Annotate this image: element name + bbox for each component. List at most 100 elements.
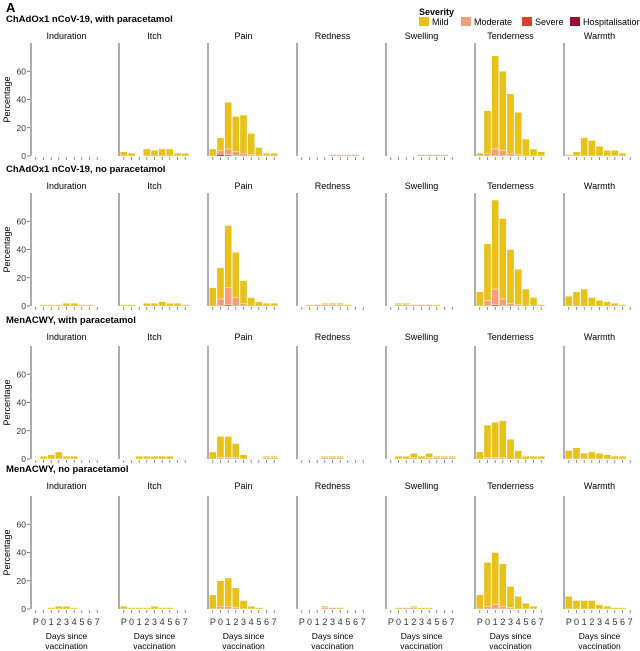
- bar-mild: [232, 252, 240, 298]
- bar-mild: [321, 455, 329, 458]
- group-1: ChAdOx1 nCoV-19, with paracetamol Percent…: [2, 14, 631, 161]
- panel-swelling: Swelling: [385, 332, 456, 463]
- y-tick-label: 20: [17, 426, 27, 436]
- bar-moderate: [336, 457, 344, 460]
- x-axis-label-line-2: vaccination: [489, 641, 532, 651]
- bar-moderate: [514, 304, 522, 307]
- bar-mild: [55, 605, 63, 610]
- bar-moderate: [239, 302, 248, 307]
- bar-mild: [62, 302, 71, 307]
- bar-mild: [440, 455, 449, 458]
- bar-mild: [173, 302, 182, 307]
- bar-mild: [580, 453, 588, 460]
- y-tick-label: 0: [21, 604, 26, 614]
- bar-mild: [595, 453, 604, 460]
- panel-pain: Pain: [207, 332, 278, 463]
- symptom-title: Itch: [147, 481, 162, 491]
- bar-moderate: [344, 154, 352, 157]
- x-tick-label: 7: [183, 617, 188, 627]
- x-tick-label: P: [210, 617, 216, 627]
- bar-mild: [572, 151, 581, 157]
- bar-mild: [39, 455, 48, 460]
- bar-mild: [580, 288, 588, 307]
- bar-mild: [572, 291, 581, 307]
- x-tick-label: 6: [87, 617, 92, 627]
- legend-swatch-hospitalisation: [570, 17, 580, 26]
- symptom-title: Swelling: [405, 481, 439, 491]
- bar-mild: [522, 288, 530, 307]
- bar-mild: [143, 607, 151, 610]
- symptom-title: Induration: [46, 181, 86, 191]
- symptom-title: Warmth: [584, 31, 615, 41]
- legend-label-mild: Mild: [432, 17, 449, 27]
- bar-mild: [78, 304, 86, 307]
- bar-mild: [173, 152, 182, 157]
- bar-mild: [514, 596, 522, 610]
- x-tick-label: 3: [241, 617, 246, 627]
- bar-mild: [618, 152, 627, 157]
- bar-moderate: [425, 154, 433, 157]
- bar-mild: [499, 71, 507, 151]
- panel-itch: Itch: [118, 181, 189, 310]
- bar-moderate: [425, 457, 433, 460]
- bar-mild: [572, 447, 581, 460]
- bar-moderate: [328, 607, 337, 610]
- bar-mild: [588, 600, 596, 610]
- bar-mild: [166, 148, 174, 157]
- bar-mild: [255, 147, 263, 157]
- bar-mild: [506, 439, 515, 460]
- x-tick-label: 2: [56, 617, 61, 627]
- bar-mild: [143, 302, 151, 307]
- bar-moderate: [232, 457, 240, 460]
- legend: Severity Mild Moderate Severe Hospitalisati…: [419, 7, 640, 27]
- bar-moderate: [483, 605, 492, 610]
- y-tick-label: 20: [17, 576, 27, 586]
- bar-moderate: [499, 605, 507, 610]
- x-tick-label: 3: [152, 617, 157, 627]
- bar-moderate: [440, 154, 449, 157]
- bar-mild: [158, 455, 166, 460]
- x-tick-label: 7: [628, 617, 633, 627]
- x-tick-label: 2: [144, 617, 149, 627]
- panel-redness: Redness: [296, 332, 364, 463]
- bar-moderate: [483, 152, 492, 157]
- bar-mild: [85, 304, 94, 307]
- bar-mild: [120, 605, 128, 610]
- bar-moderate: [433, 154, 441, 157]
- bar-mild: [611, 302, 619, 307]
- group-title: ChAdOx1 nCoV-19, with paracetamol: [6, 14, 173, 25]
- x-tick-label: 4: [338, 617, 343, 627]
- x-axis-label-line-1: Days since: [490, 631, 532, 641]
- bar-moderate: [514, 154, 522, 157]
- x-axis-label-line-2: vaccination: [222, 641, 265, 651]
- x-tick-label: 5: [434, 617, 439, 627]
- bar-mild: [62, 455, 71, 460]
- bar-mild: [499, 218, 507, 300]
- y-axis-label: Percentage: [2, 379, 12, 425]
- bar-mild: [262, 152, 271, 157]
- panel-warmth: Warmth: [563, 31, 631, 160]
- bar-moderate: [224, 287, 232, 305]
- bar-mild: [476, 152, 484, 157]
- panel-tenderness: Tenderness: [474, 31, 545, 160]
- symptom-title: Itch: [147, 31, 162, 41]
- bar-moderate: [433, 457, 441, 460]
- bar-mild: [611, 455, 619, 460]
- bar-mild: [565, 450, 573, 460]
- bar-mild: [572, 600, 581, 610]
- bar-moderate: [499, 298, 507, 307]
- bar-mild: [216, 436, 225, 458]
- bar-mild: [506, 93, 515, 154]
- bar-mild: [417, 607, 426, 610]
- bar-mild: [402, 302, 410, 305]
- bar-moderate: [224, 148, 232, 155]
- bar-mild: [166, 607, 174, 610]
- bar-mild: [328, 302, 337, 305]
- bar-mild: [506, 586, 515, 608]
- bar-mild: [537, 151, 545, 157]
- x-axis-label-line-1: Days since: [223, 631, 265, 641]
- bar-moderate: [247, 154, 255, 157]
- bar-mild: [305, 304, 314, 307]
- bar-severe: [491, 304, 499, 307]
